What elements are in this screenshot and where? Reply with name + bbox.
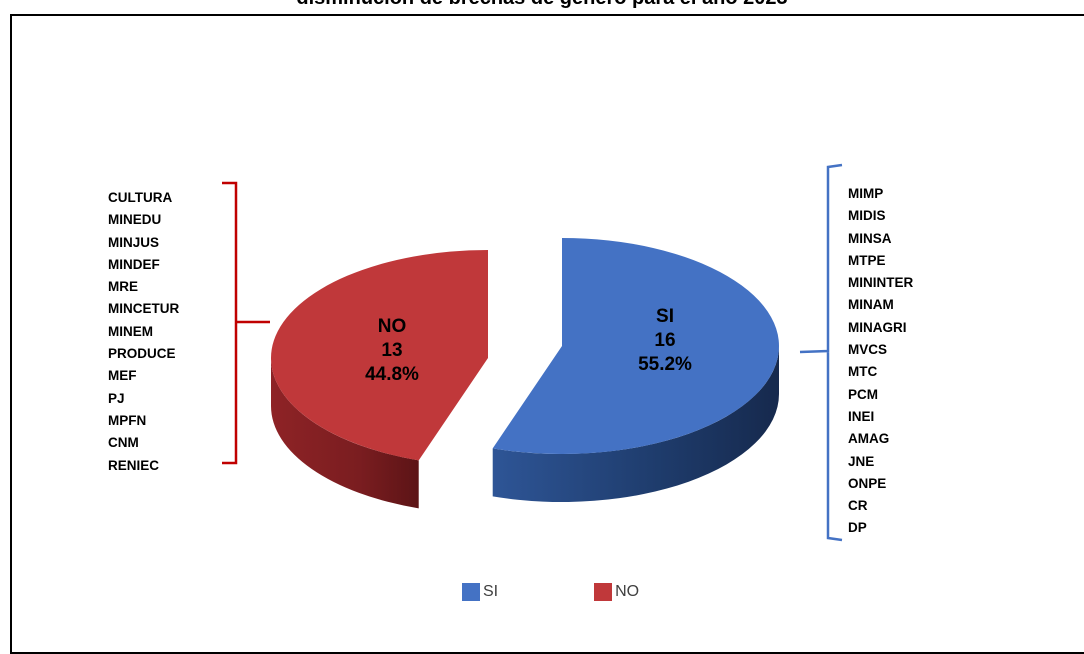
no-organization-item: MPFN (108, 412, 147, 428)
data-label-si-percent: 55.2% (638, 354, 692, 375)
pie-slice-no (270, 250, 488, 509)
pie-slice-top-si (492, 238, 779, 454)
si-organization-item: MTC (848, 364, 878, 380)
si-bracket (799, 163, 843, 542)
legend-swatch-no (594, 583, 613, 601)
no-organization-item: PRODUCE (108, 346, 176, 362)
si-organization-item: MINAM (848, 297, 894, 313)
data-label-no-value: 13 (381, 340, 402, 361)
si-organization-item: MININTER (848, 275, 914, 291)
no-organization-item: MEF (108, 368, 137, 384)
no-organizations-list: CULTURA MINEDU MINJUS MINDEF MRE MINCETUR MINE… (108, 187, 179, 477)
data-label-no-percent: 44.8% (365, 364, 419, 385)
pie-slice-side-si (492, 346, 780, 502)
pie-slice-top-no (270, 250, 488, 461)
si-organization-item: MIDIS (848, 208, 886, 224)
no-bracket (222, 181, 270, 465)
si-organization-item: ONPE (848, 475, 887, 491)
legend-label-no: NO (615, 583, 640, 600)
si-organizations-list: MIMP MIDIS MINSA MTPE MININTER MINAM MINAGRI MV… (848, 183, 913, 540)
data-label-si-category: SI (656, 306, 674, 327)
si-organization-item: PCM (848, 386, 878, 402)
si-organization-item: MIMP (848, 186, 884, 201)
no-organization-item: MINEM (108, 323, 153, 339)
pie-slice-side-no (271, 358, 419, 509)
si-organization-item: AMAG (848, 431, 890, 447)
chart-frame (10, 14, 1084, 654)
legend-swatch-si (462, 583, 480, 601)
si-organization-item: INEI (848, 408, 875, 424)
si-organization-item: DP (848, 520, 867, 536)
no-organization-item: PJ (108, 390, 125, 406)
no-organization-item: MINDEF (108, 256, 160, 272)
no-organization-item: CULTURA (108, 190, 173, 205)
pie-slice-si (492, 238, 780, 502)
no-organization-item: MRE (108, 279, 138, 295)
no-organization-item: MINEDU (108, 212, 162, 228)
si-organization-item: MINAGRI (848, 319, 907, 335)
no-organization-item: RENIEC (108, 457, 160, 473)
legend-label-si: SI (483, 583, 499, 600)
no-organization-item: MINCETUR (108, 301, 180, 317)
no-organization-item: CNM (108, 435, 139, 451)
si-organization-item: JNE (848, 453, 875, 469)
data-label-no-category: NO (378, 316, 407, 337)
pie-chart: SI 16 55.2% NO 13 44.8% (222, 163, 843, 542)
legend-item-si: SI (462, 583, 498, 601)
data-label-si-value: 16 (654, 330, 675, 351)
chart-title: disminución de brechas de género para el… (0, 0, 1084, 10)
no-organization-item: MINJUS (108, 234, 160, 250)
si-organization-item: MVCS (848, 342, 888, 358)
legend-item-no: NO (594, 583, 639, 601)
si-organization-item: MINSA (848, 230, 892, 246)
chart-legend: SI NO (462, 583, 639, 601)
si-organization-item: MTPE (848, 252, 886, 268)
si-organization-item: CR (848, 498, 868, 514)
